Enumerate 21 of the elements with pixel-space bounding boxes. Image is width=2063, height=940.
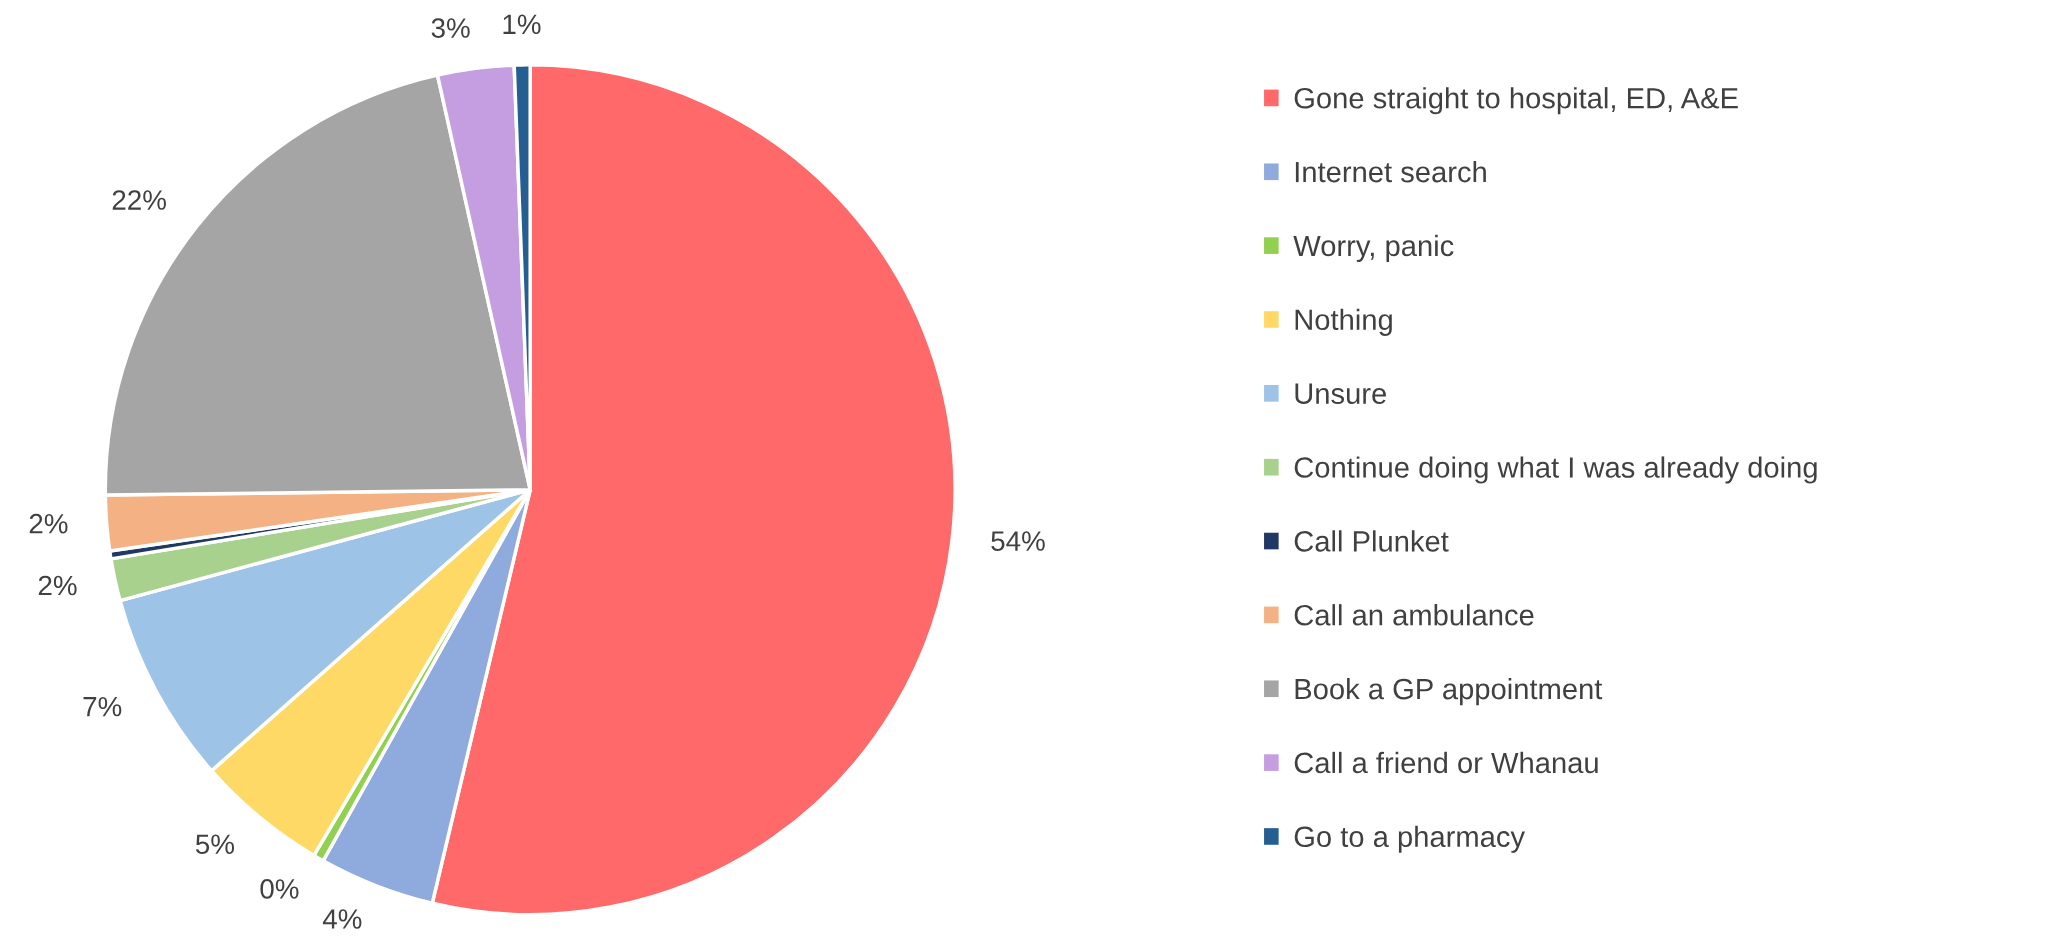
legend-label: Call Plunket [1294, 530, 1449, 552]
data-label: 54% [991, 531, 1045, 551]
legend-label: Unsure [1295, 383, 1386, 404]
data-label: 2% [38, 575, 77, 596]
legend-label: Go to a pharmacy [1294, 825, 1525, 853]
legend-label: Call an ambulance [1294, 604, 1534, 626]
legend-label: Call a friend or Whanau [1294, 751, 1598, 774]
legend-label: Nothing [1295, 308, 1392, 336]
data-label: 0% [260, 879, 299, 899]
legend-label: Internet search [1295, 160, 1486, 183]
legend-label: Book a GP appointment [1295, 677, 1603, 706]
data-label: 22% [112, 190, 166, 210]
data-label: 2% [29, 513, 68, 534]
legend-label: Worry, panic [1293, 234, 1454, 263]
data-label: 4% [322, 909, 362, 929]
legend-label: Gone straight to hospital, ED, A&E [1294, 87, 1738, 115]
data-label: 3% [431, 18, 470, 38]
data-label: 1% [503, 14, 541, 35]
data-label: 7% [83, 696, 122, 717]
data-label: 5% [195, 834, 234, 855]
legend-label: Continue doing what I was already doing [1294, 456, 1817, 484]
